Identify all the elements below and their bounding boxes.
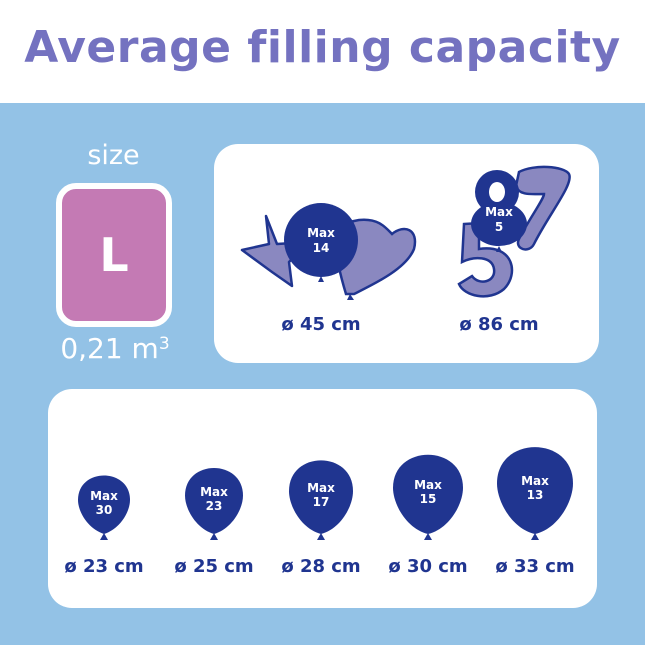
balloon-diameter: ø 30 cm <box>388 556 468 577</box>
round-balloon-icon: Max 14 <box>284 203 358 282</box>
page-title: Average filling capacity <box>24 22 621 73</box>
volume: 0,21 m3 <box>40 332 190 365</box>
special-max-value-0: 14 <box>313 241 330 255</box>
special-balloons-illustration: Max 14 Max 5 <box>240 165 571 300</box>
balloon-diameter: ø 25 cm <box>174 556 254 577</box>
balloon-max-label: Max <box>307 481 335 495</box>
latex-balloons-card: Max 30 Max 23 Max 17 Max 15 Max 13 ø 23 cm ø 25 cm… <box>48 389 597 608</box>
balloon-max-label: Max <box>200 485 228 499</box>
special-max-label-1: Max <box>485 205 513 219</box>
balloon-max-value: 23 <box>206 499 223 513</box>
number-5-balloon-icon <box>457 220 514 298</box>
header-band <box>0 0 645 103</box>
balloon-max-label: Max <box>414 478 442 492</box>
balloon-diameter: ø 28 cm <box>281 556 361 577</box>
balloon-max-value: 17 <box>313 495 330 509</box>
balloon-diameter: ø 23 cm <box>64 556 144 577</box>
balloon-max-label: Max <box>521 474 549 488</box>
size-badge: L <box>56 183 172 327</box>
balloon-max-value: 30 <box>96 503 113 517</box>
size-label: size <box>87 140 140 171</box>
special-max-label-0: Max <box>307 226 335 240</box>
size-value: L <box>99 228 129 282</box>
special-diameter-0: ø 45 cm <box>281 314 361 335</box>
balloon-max-label: Max <box>90 489 118 503</box>
volume-value: 0,21 m <box>60 332 159 365</box>
balloon-diameter: ø 33 cm <box>495 556 575 577</box>
balloon-max-value: 15 <box>420 492 437 506</box>
number-7-balloon-icon <box>514 165 571 251</box>
special-diameter-1: ø 86 cm <box>459 314 539 335</box>
special-max-value-1: 5 <box>495 220 503 234</box>
number-8-balloon-icon: Max 5 <box>471 170 527 252</box>
special-balloons-card: Max 14 Max 5 ø 45 cm ø 86 cm <box>214 144 599 363</box>
balloon-max-value: 13 <box>527 488 544 502</box>
volume-exponent: 3 <box>158 334 170 354</box>
